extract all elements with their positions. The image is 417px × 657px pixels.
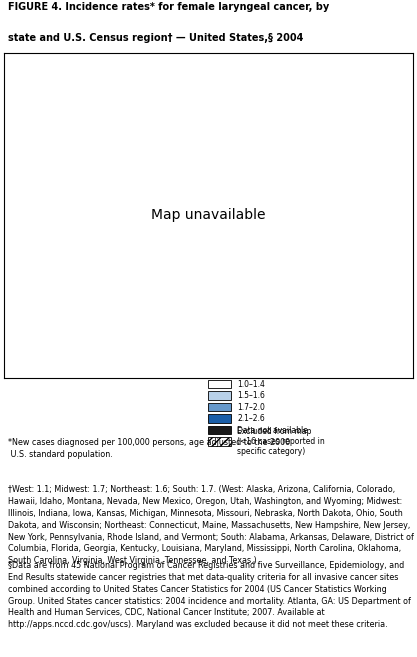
Text: state and U.S. Census region† — United States,§ 2004: state and U.S. Census region† — United S… [8, 34, 304, 43]
Text: 1.7–2.0: 1.7–2.0 [237, 403, 265, 411]
Text: 1.0–1.4: 1.0–1.4 [237, 380, 265, 388]
Text: FIGURE 4. Incidence rates* for female laryngeal cancer, by: FIGURE 4. Incidence rates* for female la… [8, 2, 329, 12]
Text: §Data are from 45 National Program of Cancer Registries and five Surveillance, E: §Data are from 45 National Program of Ca… [8, 561, 411, 629]
Text: Excluded from map
(<16 cases reported in
specific category): Excluded from map (<16 cases reported in… [237, 426, 325, 457]
Text: Data not available: Data not available [237, 426, 308, 434]
FancyBboxPatch shape [208, 426, 231, 434]
Text: Map unavailable: Map unavailable [151, 208, 266, 222]
FancyBboxPatch shape [208, 391, 231, 399]
Text: *New cases diagnosed per 100,000 persons, age adjusted to the 2000
 U.S. standar: *New cases diagnosed per 100,000 persons… [8, 438, 291, 459]
FancyBboxPatch shape [208, 438, 231, 445]
Text: 2.1–2.6: 2.1–2.6 [237, 414, 265, 423]
Text: 1.5–1.6: 1.5–1.6 [237, 391, 265, 400]
FancyBboxPatch shape [208, 380, 231, 388]
Text: †West: 1.1; Midwest: 1.7; Northeast: 1.6; South: 1.7. (West: Alaska, Arizona, Ca: †West: 1.1; Midwest: 1.7; Northeast: 1.6… [8, 486, 414, 565]
FancyBboxPatch shape [208, 414, 231, 423]
FancyBboxPatch shape [208, 403, 231, 411]
